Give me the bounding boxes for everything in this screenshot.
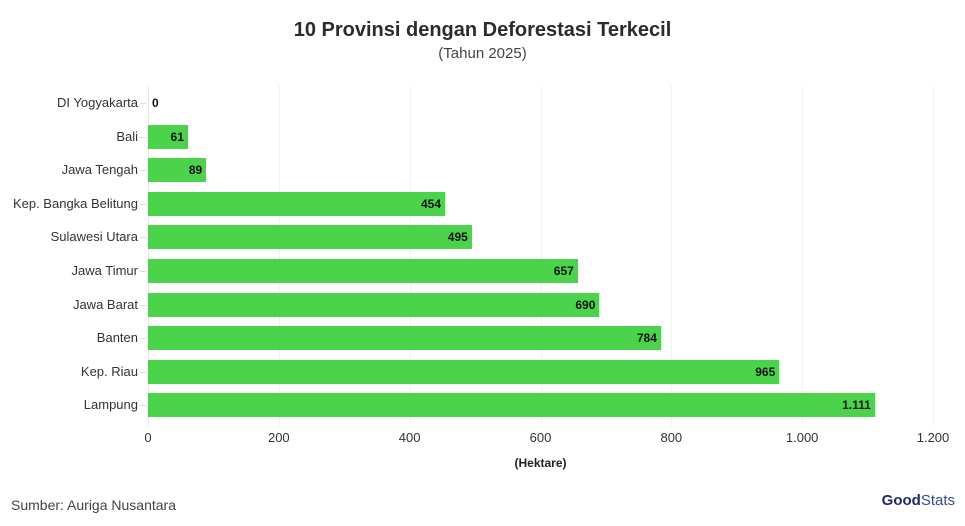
y-axis-line: [148, 86, 149, 426]
bar: [148, 326, 661, 351]
category-label: Jawa Timur: [71, 263, 138, 278]
bar-row: Lampung 1.111: [84, 393, 933, 418]
goodstats-logo: GoodStats: [882, 492, 955, 509]
y-tick: [140, 405, 146, 407]
value-label: 1.111: [842, 398, 871, 413]
x-tick-label: 400: [398, 430, 421, 445]
gridline: [409, 86, 411, 426]
bar: [148, 393, 875, 418]
category-label: Kep. Bangka Belitung: [12, 195, 138, 211]
gridline: [278, 86, 280, 426]
y-tick: [140, 271, 146, 272]
y-tick: [140, 170, 146, 172]
value-label: 89: [188, 163, 203, 178]
category-label: Lampung: [83, 397, 138, 413]
bar: [148, 359, 780, 384]
bar: [148, 259, 578, 283]
category-label: Jawa Tengah: [61, 162, 138, 178]
value-label: 0: [152, 96, 159, 110]
value-label: 61: [170, 129, 184, 144]
category-label: DI Yogyakarta: [57, 95, 138, 110]
category-label: Sulawesi Utara: [50, 229, 138, 245]
chart-subtitle: (Tahun 2025): [438, 45, 527, 62]
logo-bold-text: Good: [881, 492, 921, 509]
category-label: Jawa Barat: [72, 296, 138, 312]
gridline: [933, 86, 934, 426]
bar: [148, 225, 472, 250]
logo-light-text: Stats: [920, 492, 955, 509]
bar: [148, 292, 600, 317]
value-label: 784: [636, 331, 657, 346]
category-label: Bali: [116, 128, 138, 144]
bar: [148, 158, 207, 183]
bar-row: Sulawesi Utara 495: [51, 225, 933, 250]
gridline: [802, 86, 804, 426]
x-tick-label: 200: [267, 430, 290, 445]
bar-row: Bali 61: [116, 124, 933, 149]
category-label: Kep. Riau: [80, 363, 138, 379]
x-tick-label: 1.200: [916, 430, 950, 445]
value-label: 657: [553, 264, 574, 278]
value-label: 965: [755, 364, 776, 379]
y-tick: [140, 203, 146, 205]
bar-row: Jawa Barat 690: [73, 292, 933, 317]
bar-row: Banten 784: [97, 326, 933, 351]
plot-area: DI Yogyakarta 0 Bali 61 Jawa Tengah 89 Kep. Ba…: [13, 86, 934, 426]
value-label: 495: [447, 230, 468, 245]
x-tick-label: 0: [144, 430, 152, 445]
y-tick: [140, 304, 146, 306]
chart-title: 10 Provinsi dengan Deforestasi Terkecil: [293, 19, 672, 41]
x-tick-label: 1.000: [785, 430, 819, 445]
bar-row: Kep. Riau 965: [81, 359, 933, 384]
y-tick: [140, 237, 146, 239]
x-tick-label: 800: [660, 430, 683, 445]
y-tick: [140, 338, 146, 340]
bar: [148, 191, 445, 216]
bar-row: Kep. Bangka Belitung 454: [13, 191, 933, 216]
gridline: [671, 86, 673, 426]
gridline: [540, 86, 542, 426]
bar-row: DI Yogyakarta 0: [57, 91, 933, 115]
category-label: Banten: [96, 330, 138, 346]
x-tick-label: 600: [529, 430, 552, 445]
x-axis-label: (Hektare): [514, 456, 567, 470]
y-tick: [140, 136, 146, 138]
value-label: 690: [575, 297, 596, 312]
bar-row: Jawa Timur 657: [72, 259, 933, 283]
bar: [148, 124, 188, 149]
source-note: Sumber: Auriga Nusantara: [11, 497, 176, 513]
bar-row: Jawa Tengah 89: [62, 158, 933, 183]
value-label: 454: [420, 196, 441, 211]
y-tick: [140, 103, 146, 104]
y-tick: [140, 371, 146, 373]
